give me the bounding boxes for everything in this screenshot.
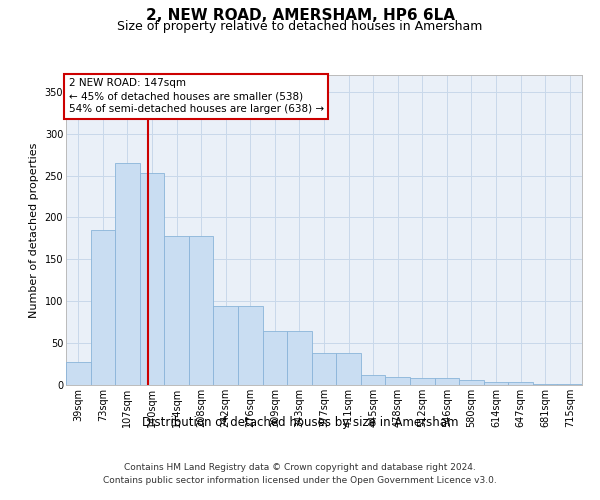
Bar — [263, 332, 287, 385]
Bar — [484, 382, 508, 385]
Bar — [287, 332, 312, 385]
Y-axis label: Number of detached properties: Number of detached properties — [29, 142, 39, 318]
Bar — [66, 362, 91, 385]
Bar — [312, 353, 336, 385]
Bar — [189, 236, 214, 385]
Text: 2, NEW ROAD, AMERSHAM, HP6 6LA: 2, NEW ROAD, AMERSHAM, HP6 6LA — [146, 8, 455, 22]
Bar — [336, 353, 361, 385]
Text: Contains HM Land Registry data © Crown copyright and database right 2024.: Contains HM Land Registry data © Crown c… — [124, 462, 476, 471]
Bar — [410, 378, 434, 385]
Text: 2 NEW ROAD: 147sqm
← 45% of detached houses are smaller (538)
54% of semi-detach: 2 NEW ROAD: 147sqm ← 45% of detached hou… — [68, 78, 324, 114]
Bar — [508, 382, 533, 385]
Text: Size of property relative to detached houses in Amersham: Size of property relative to detached ho… — [118, 20, 482, 33]
Text: Contains public sector information licensed under the Open Government Licence v3: Contains public sector information licen… — [103, 476, 497, 485]
Text: Distribution of detached houses by size in Amersham: Distribution of detached houses by size … — [142, 416, 458, 429]
Bar — [434, 378, 459, 385]
Bar — [214, 306, 238, 385]
Bar — [533, 384, 557, 385]
Bar — [164, 236, 189, 385]
Bar — [557, 384, 582, 385]
Bar — [238, 306, 263, 385]
Bar — [140, 173, 164, 385]
Bar — [91, 230, 115, 385]
Bar — [361, 375, 385, 385]
Bar — [385, 378, 410, 385]
Bar — [115, 163, 140, 385]
Bar — [459, 380, 484, 385]
